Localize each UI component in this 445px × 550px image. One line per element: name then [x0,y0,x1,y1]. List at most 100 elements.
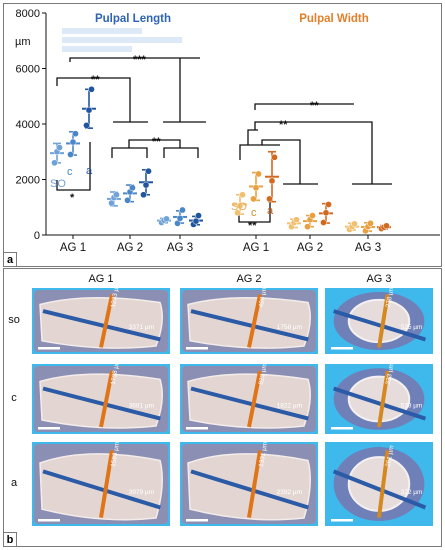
row-label: a [11,477,18,489]
data-point [108,199,115,207]
width-measure-label: 261 µm [385,445,396,468]
pulp-region [187,373,311,429]
micrograph-cell: 3371 µm 1233 µm [32,282,170,354]
data-point [140,191,147,199]
data-point [83,122,90,129]
width-measure-line [99,370,115,428]
data-point [304,223,311,231]
length-measure-label: 3979 µm [129,489,154,496]
y-axis-unit: µm [15,36,31,48]
y-tick-label: 8000 [16,8,40,20]
x-category-label: AG 1 [60,242,86,254]
data-point [72,130,79,138]
length-measure-line [190,309,309,342]
row-label: so [8,314,20,326]
scale-bar [186,427,208,430]
x-categories: AG 1 AG 2 AG 3 AG 1 AG 2 AG 3 [60,235,381,254]
width-measure-label: 333 µm [385,363,396,386]
data-point [351,220,358,228]
x-category-label: AG 2 [297,242,323,254]
pulp-region [39,453,163,521]
significance-brackets [56,57,392,223]
label-length-so: SO [50,178,66,190]
scale-bar [186,347,208,350]
label-length-c: c [67,166,73,178]
row-label: c [11,392,17,404]
data-point [293,216,300,224]
x-category-label: AG 3 [167,242,193,254]
row-labels: so c a [8,314,20,489]
data-point [320,219,327,226]
width-measure-line [377,450,390,518]
pulp-region [187,453,311,521]
width-measure-line [99,450,115,518]
panel-b-frame [3,268,442,547]
data-marks [50,85,391,235]
length-measure-line [333,386,427,421]
sig-stars-width-so-a: ** [248,220,257,232]
length-measure-line [190,386,309,421]
data-point [51,159,58,167]
column-header: AG 3 [366,273,391,285]
data-point [142,181,150,189]
data-point [124,196,131,204]
length-measure-label: 573 µm [401,402,423,409]
label-width-so: SO [231,201,247,213]
micrograph-cell: 3979 µm 1593 µm [32,441,170,526]
data-point [192,217,200,225]
micrograph-cells: 3371 µm 1233 µm 1758 µm 498 µm 525 µm 278 µm 3… [32,282,433,526]
data-point [195,212,202,219]
length-measure-line [332,469,427,510]
pulpal-width-title: Pulpal Width [299,13,369,25]
scale-bar [38,347,60,350]
length-measure-line [42,386,161,421]
scale-bar [38,427,60,430]
x-category-label: AG 2 [117,242,143,254]
micrograph-cell: 3681 µm 1738 µm [32,359,170,434]
width-measure-line [247,294,262,348]
width-measure-label: 823 µm [258,363,269,386]
label-width-a: a [267,205,274,217]
width-measure-label: 1738 µm [110,359,121,385]
width-measure-label: 1331 µm [258,441,269,467]
width-measure-line [99,294,114,348]
micrograph-cell: 1822 µm 823 µm [180,363,318,434]
data-point [325,201,332,208]
length-measure-line [333,309,427,342]
width-measure-label: 1593 µm [110,441,121,467]
sig-stars-width-ag1-ag2: ** [279,119,288,131]
column-header: AG 2 [236,273,261,285]
y-tick-label: 6000 [16,64,40,76]
data-point [145,167,152,175]
ghost-text-1 [62,28,142,34]
sig-stars-length-so-a: * [70,192,75,204]
micrograph-cell: 525 µm 278 µm [325,285,433,354]
micrograph-grid: AG 1 AG 2 AG 3 so c a 3371 µm 1233 µm 1758 µm 4… [8,273,433,526]
length-measure-line [190,469,309,510]
length-measure-line [42,309,161,342]
data-point [383,222,390,230]
label-width-c: c [251,207,257,219]
pulp-region [39,373,163,429]
data-point [163,215,170,223]
data-point [179,206,186,214]
length-measure-label: 3371 µm [129,324,154,331]
data-point [255,170,262,178]
data-point [250,195,257,203]
micrograph-cell: 372 µm 261 µm [325,442,433,526]
micrograph-cell: 2392 µm 1331 µm [180,441,318,526]
data-point [236,202,244,210]
width-measure-label: 1233 µm [110,282,121,308]
data-point [271,153,278,161]
data-point [239,191,246,199]
column-header: AG 1 [88,273,113,285]
data-point [367,219,374,227]
pulpal-length-title: Pulpal Length [95,13,171,25]
column-headers: AG 1 AG 2 AG 3 [88,273,391,285]
width-measure-label: 278 µm [385,285,396,308]
length-measure-line [42,469,161,510]
panel-a-letter: a [3,252,17,267]
length-measure-label: 525 µm [401,324,423,331]
